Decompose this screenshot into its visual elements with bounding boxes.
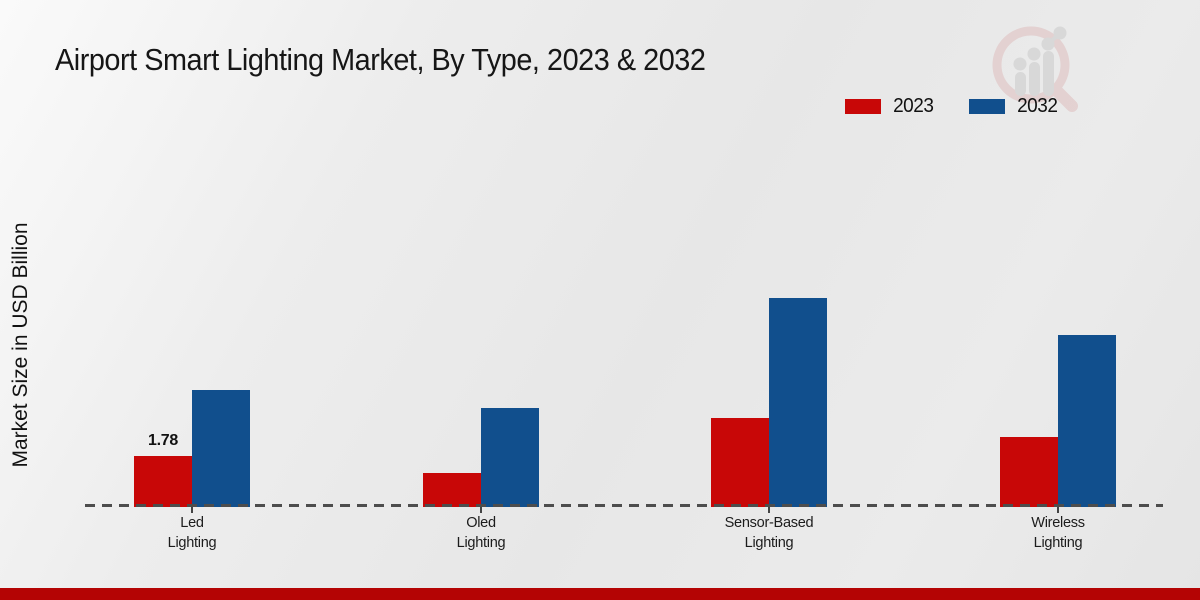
bar-2023-wireless-lighting xyxy=(1000,437,1058,507)
legend-label-2032: 2032 xyxy=(1016,95,1058,117)
magnifier-growth-chart-icon xyxy=(992,26,1078,112)
bottom-accent-band xyxy=(0,588,1200,600)
data-label-2023-led-lighting: 1.78 xyxy=(148,432,178,449)
category-label-oled-lighting: Oled Lighting xyxy=(456,514,505,551)
legend: 2023 2032 xyxy=(845,95,1058,118)
category-label-led-lighting: Led Lighting xyxy=(167,514,217,551)
legend-item-2032: 2032 xyxy=(968,95,1059,118)
brand-watermark-logo xyxy=(992,26,1078,112)
x-axis-dashed-baseline xyxy=(85,504,1163,507)
bar-2023-oled-lighting xyxy=(422,473,481,507)
x-axis-tick xyxy=(1057,507,1059,513)
bar-2032-led-lighting xyxy=(192,390,250,507)
bar-2023-sensor-based-lighting xyxy=(711,418,770,507)
chart-title: Airport Smart Lighting Market, By Type, … xyxy=(55,42,706,77)
bar-2023-led-lighting xyxy=(134,456,192,507)
x-axis-tick xyxy=(479,507,482,513)
category-label-wireless-lighting: Wireless Lighting xyxy=(1031,514,1085,551)
legend-swatch-2032 xyxy=(968,99,1005,114)
legend-item-2023: 2023 xyxy=(845,95,935,118)
legend-swatch-2023 xyxy=(845,99,881,114)
bar-2032-sensor-based-lighting xyxy=(769,298,828,507)
x-axis-tick xyxy=(191,507,193,513)
legend-label-2023: 2023 xyxy=(893,95,934,117)
bar-2032-oled-lighting xyxy=(480,408,539,507)
x-axis-tick xyxy=(768,507,771,513)
category-label-sensor-based-lighting: Sensor-Based Lighting xyxy=(724,514,814,551)
bar-2032-wireless-lighting xyxy=(1058,335,1116,507)
